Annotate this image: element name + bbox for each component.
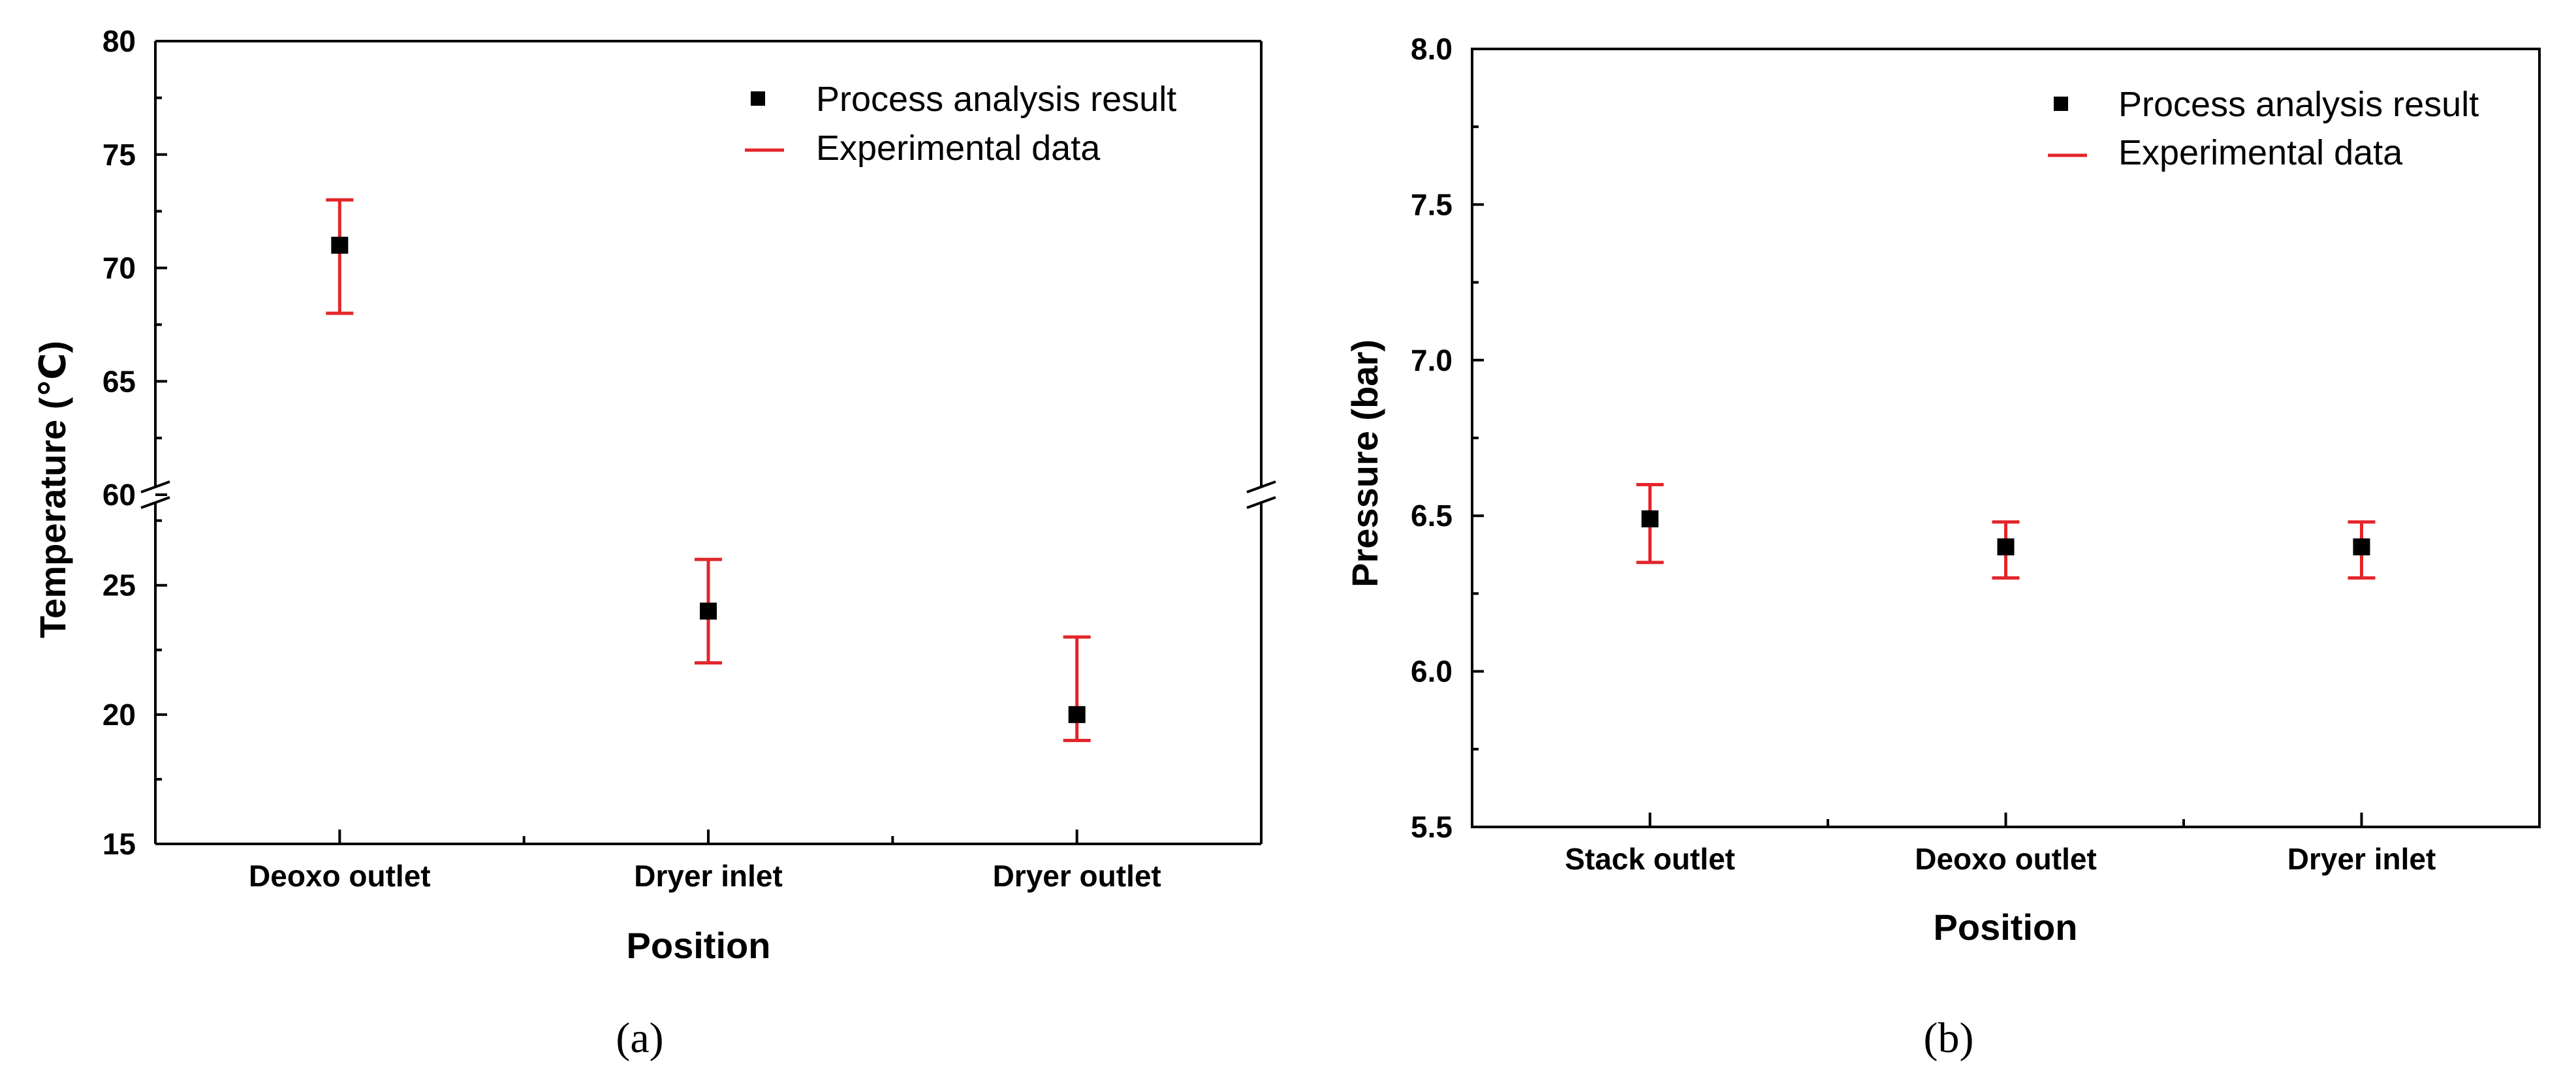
y-tick-label: 80 [102,24,136,58]
panel-b-y-axis-title: Pressure (bar) [1344,339,1385,587]
legend-marker-square [751,91,765,106]
panel-a-points [331,236,1086,723]
legend-entry-process: Process analysis result [2118,85,2479,124]
axis-break-mark [1246,496,1276,509]
y-tick-label: 65 [102,364,136,398]
x-category-label: Dryer inlet [634,859,783,893]
y-tick-label: 70 [102,251,136,285]
data-point [1641,510,1659,527]
legend-entry-experimental: Experimental data [816,129,1101,168]
data-point [2353,538,2370,555]
y-tick-label: 6.0 [1411,655,1453,689]
x-category-label: Deoxo outlet [249,859,431,893]
x-category-label: Stack outlet [1565,842,1735,876]
axis-break-mark [140,496,170,509]
panel-a-x-axis-title: Position [627,925,771,966]
y-tick-label: 75 [102,138,136,172]
data-point [1068,706,1086,723]
y-tick-label: 5.5 [1411,810,1453,844]
axis-break-mark [140,480,170,493]
x-category-label: Deoxo outlet [1915,842,2097,876]
data-point [331,236,349,254]
data-point [1997,538,2015,555]
y-tick-label: 15 [102,827,136,861]
panel-b-pressure-chart: 5.5 6.0 6.5 7.0 7.5 8.0 Stack outlet Deoxo out… [1344,32,2541,1062]
panel-a-label: (a) [616,1014,663,1062]
y-tick-label: 8.0 [1411,32,1453,66]
y-tick-label: 7.5 [1411,187,1453,221]
legend-entry-process: Process analysis result [816,80,1176,119]
panel-b-label: (b) [1924,1014,1974,1062]
y-tick-label: 6.5 [1411,499,1453,533]
legend-marker-square [2054,97,2068,111]
y-tick-label: 25 [102,568,136,602]
x-category-label: Dryer inlet [2287,842,2436,876]
panel-b-x-categories: Stack outlet Deoxo outlet Dryer inlet [1565,813,2436,876]
panel-b-x-axis-title: Position [1934,907,2078,948]
data-point [700,602,717,620]
panel-a-y-ticks: 60 65 70 75 80 15 20 25 [102,24,167,861]
panel-b-points [1641,510,2370,555]
panel-a-legend: Process analysis result Experimental dat… [745,80,1176,168]
y-tick-label: 7.0 [1411,343,1453,377]
panel-b-legend: Process analysis result Experimental dat… [2048,85,2479,172]
panel-b-y-ticks: 5.5 6.0 6.5 7.0 7.5 8.0 [1411,32,1484,844]
y-tick-label: 60 [102,478,136,512]
y-tick-label: 20 [102,698,136,732]
panel-a-y-axis-title: Temperature (℃) [32,341,73,638]
axis-break-mark [1246,480,1276,493]
x-category-label: Dryer outlet [993,859,1161,893]
panel-a-temperature-chart: 60 65 70 75 80 15 20 25 Deoxo outlet Dryer inlet… [32,24,1276,1062]
legend-entry-experimental: Experimental data [2118,133,2403,172]
panel-a-x-categories: Deoxo outlet Dryer inlet Dryer outlet [154,830,1263,893]
